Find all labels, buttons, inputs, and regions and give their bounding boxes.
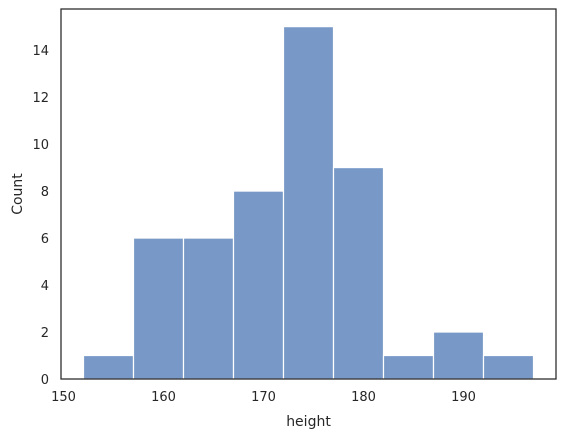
y-tick-label: 8: [41, 185, 49, 200]
y-tick-label: 12: [32, 91, 49, 106]
x-tick-label: 150: [51, 390, 76, 405]
histogram-bar-9: [482, 354, 535, 380]
histogram-bar-7: [382, 354, 435, 380]
y-tick-label: 0: [41, 373, 49, 388]
histogram-bar-3: [182, 237, 235, 380]
x-axis-ticks: 150 160 170 180 190: [51, 390, 476, 405]
y-tick-label: 4: [41, 279, 49, 294]
histogram-bar-5: [282, 26, 335, 380]
histogram-bar-2: [132, 237, 185, 380]
histogram-bar-1: [82, 354, 135, 380]
histogram-bar-6: [332, 166, 385, 380]
y-tick-label: 10: [32, 138, 49, 153]
y-axis-label: Count: [10, 173, 26, 215]
histogram-bar-4: [232, 190, 285, 380]
y-axis-ticks: 0 2 4 6 8 10 12 14: [32, 44, 49, 388]
histogram-bars: [82, 26, 535, 380]
plot-frame: [60, 8, 557, 380]
x-tick-label: 190: [451, 390, 476, 405]
y-tick-label: 2: [41, 326, 49, 341]
x-tick-label: 180: [351, 390, 376, 405]
y-tick-label: 14: [32, 44, 49, 59]
y-tick-label: 6: [41, 232, 49, 247]
x-tick-label: 160: [151, 390, 176, 405]
x-axis-label: height: [286, 414, 331, 430]
histogram-bar-8: [432, 331, 485, 380]
x-tick-label: 170: [251, 390, 276, 405]
